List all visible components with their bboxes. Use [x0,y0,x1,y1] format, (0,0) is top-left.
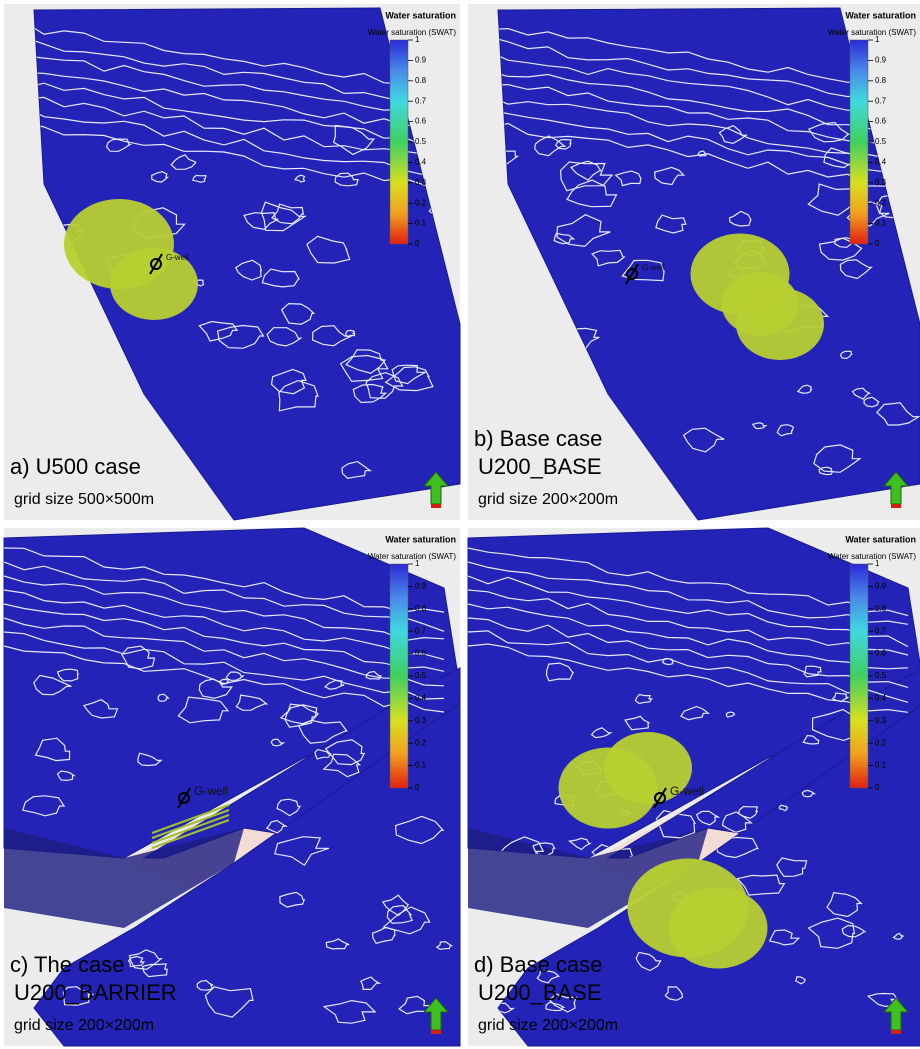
panel-label: grid size 500×500m [14,491,154,508]
panel-label: U200_BASE [478,980,602,1005]
panel-label: U200_BARRIER [14,980,177,1005]
colorbar-tick-label: 0.3 [415,716,427,725]
colorbar-tick-label: 0.9 [875,582,887,591]
colorbar-tick-label: 1 [415,35,420,44]
colorbar-tick-label: 0.4 [875,158,887,167]
panel: G-well Water saturation Water saturation (… [468,4,920,520]
north-arrow-base [891,1030,901,1034]
colorbar-tick-label: 0.6 [875,649,887,658]
colorbar-tick-label: 0.2 [875,198,887,207]
colorbar-tick-label: 0.1 [875,761,887,770]
colorbar-tick-label: 0.7 [875,626,887,635]
colorbar [390,564,408,788]
page: G-well Water saturation Water saturation (… [0,0,920,1049]
colorbar-tick-label: 0.6 [875,117,887,126]
legend-title: Water saturation [845,534,916,544]
panel-label: a) U500 case [10,454,141,479]
legend-subtitle: Water saturation (SWAT) [828,552,917,561]
legend-subtitle: Water saturation (SWAT) [368,552,457,561]
colorbar-tick-label: 0 [875,783,880,792]
colorbar-tick-label: 1 [875,35,880,44]
colorbar-tick-label: 0 [415,239,420,248]
colorbar-tick-label: 0.6 [415,117,427,126]
colorbar-tick-label: 0.4 [415,694,427,703]
legend-subtitle: Water saturation (SWAT) [368,28,457,37]
panel-label: grid size 200×200m [478,491,618,508]
colorbar-tick-label: 0.2 [415,738,427,747]
colorbar-tick-label: 0.8 [415,76,427,85]
colorbar-tick-label: 0.3 [875,178,887,187]
colorbar-tick-label: 1 [875,559,880,568]
north-arrow-base [891,504,901,508]
colorbar-tick-label: 0.8 [415,604,427,613]
figure: G-well Water saturation Water saturation (… [0,0,920,1049]
colorbar-tick-label: 0.5 [415,137,427,146]
north-arrow-base [431,1030,441,1034]
colorbar-tick-label: 0.1 [415,219,427,228]
colorbar-tick-label: 0.4 [415,158,427,167]
colorbar-tick-label: 0.7 [875,96,887,105]
panel: G-well Water saturation Water saturation (… [4,528,460,1046]
colorbar [850,40,868,244]
panel-label: grid size 200×200m [14,1017,154,1034]
north-arrow-base [431,504,441,508]
legend-title: Water saturation [385,534,456,544]
panel-label: c) The case [10,952,125,977]
colorbar-tick-label: 0.8 [875,76,887,85]
colorbar-tick-label: 0.2 [415,198,427,207]
colorbar-tick-label: 0.5 [415,671,427,680]
colorbar-tick-label: 0 [875,239,880,248]
colorbar-tick-label: 0.7 [415,96,427,105]
co2-plume [736,288,824,360]
panel: G-well Water saturation Water saturation (… [468,528,920,1046]
colorbar-tick-label: 0.4 [875,694,887,703]
colorbar-tick-label: 0.3 [415,178,427,187]
panel-label: b) Base case [474,426,602,451]
colorbar-tick-label: 0.9 [415,56,427,65]
panel-label: d) Base case [474,952,602,977]
panel-label: U200_BASE [478,454,602,479]
colorbar [850,564,868,788]
well-label: G-well [670,784,704,798]
colorbar-tick-label: 0.8 [875,604,887,613]
legend-title: Water saturation [385,10,456,20]
well-label: G-well [642,263,665,272]
colorbar-tick-label: 0.5 [875,137,887,146]
colorbar-tick-label: 0.9 [415,582,427,591]
colorbar-tick-label: 0.5 [875,671,887,680]
legend-subtitle: Water saturation (SWAT) [828,28,917,37]
panel: G-well Water saturation Water saturation (… [4,4,463,520]
well-label: G-well [194,784,228,798]
colorbar-tick-label: 1 [415,559,420,568]
colorbar-tick-label: 0.3 [875,716,887,725]
colorbar-tick-label: 0.1 [415,761,427,770]
well-label: G-well [166,253,189,262]
colorbar-tick-label: 0.7 [415,626,427,635]
colorbar [390,40,408,244]
panel-label: grid size 200×200m [478,1017,618,1034]
colorbar-tick-label: 0 [415,783,420,792]
co2-plume [669,888,768,969]
colorbar-tick-label: 0.9 [875,56,887,65]
colorbar-tick-label: 0.6 [415,649,427,658]
colorbar-tick-label: 0.2 [875,738,887,747]
legend-title: Water saturation [845,10,916,20]
colorbar-tick-label: 0.1 [875,219,887,228]
